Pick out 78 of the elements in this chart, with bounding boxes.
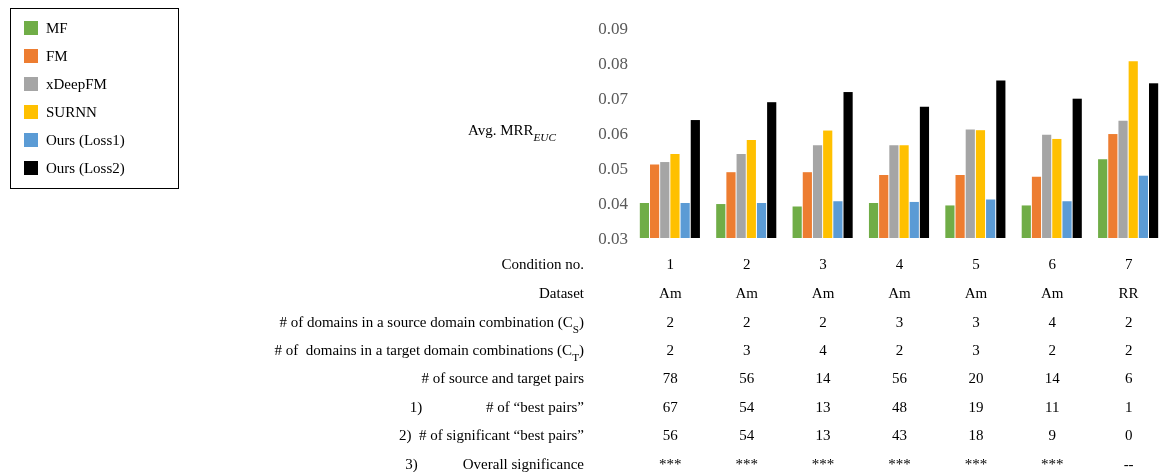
text: 2) # of significant “best pairs” [399,427,584,445]
text: *** [659,455,682,472]
text: 2 [819,313,827,330]
text: 78 [662,370,678,387]
text: 4 [819,342,828,359]
x-tick-label: 4 [895,255,904,272]
text: Am [888,285,912,302]
text: 56 [892,370,908,387]
text: 14 [1044,370,1061,387]
text: Am [811,285,835,302]
x-tick-label: 5 [972,255,980,272]
text: Am [964,285,988,302]
text: 2 [1048,342,1056,359]
text: Am [1041,285,1064,302]
text: 2 [895,342,904,359]
text: 2 [743,313,751,330]
text: 67 [662,398,679,415]
x-tick-label: 7 [1124,255,1133,272]
legend-label: FM [46,48,68,65]
x-tick-label: 6 [1048,255,1057,272]
text: -- [1123,455,1134,472]
text: Dataset [539,285,585,302]
text: 4 [1048,313,1057,330]
y-tick-label: 0.04 [598,193,629,213]
legend-label: xDeepFM [46,76,107,93]
text: 48 [892,398,907,415]
text: *** [1041,455,1064,472]
legend-label: SURNN [46,104,98,121]
text: 1 [1124,398,1133,415]
y-axis-title: Avg. MRR$_{EUC}$ [467,122,557,143]
text: 54 [739,427,755,444]
text: 11 [1045,398,1060,415]
text: 1) # of “best pairs” [409,398,584,416]
x-tick-label: 2 [743,255,751,272]
text: 13 [815,427,831,444]
legend-label: Ours (Loss2) [46,160,125,178]
text: 3 [743,342,751,359]
text: RR [1118,285,1139,302]
text: # of domains in a target domain combinations (C$_{T}$) [274,342,584,364]
text: Am [735,285,759,302]
text: 3 [895,313,904,330]
y-tick-label: 0.07 [598,88,629,108]
text: 43 [892,427,907,444]
text: 9 [1048,427,1056,444]
text: 20 [968,370,984,387]
text: 14 [815,370,832,387]
y-tick-label: 0.08 [598,53,628,73]
text: 56 [739,370,755,387]
y-tick-label: 0.09 [598,18,628,38]
text: # of domains in a source domain combination (C$_{S}$) [279,313,584,335]
text: *** [964,455,988,472]
text: 13 [815,398,831,415]
text: 6 [1124,370,1133,387]
text: 56 [662,427,679,444]
text: 3 [972,342,980,359]
text: *** [811,455,835,472]
text: 2 [1124,313,1133,330]
x-axis-title: Condition no. [501,256,584,273]
text: 2 [1124,342,1133,359]
legend-label: Ours (Loss1) [46,132,125,150]
text: # of source and target pairs [421,370,585,387]
text: 3 [972,313,980,330]
text: Am [659,285,682,302]
text: 3) Overall significance [405,455,585,472]
y-tick-label: 0.03 [598,228,628,248]
text: *** [735,455,758,472]
y-tick-label: 0.05 [598,158,628,178]
text: 18 [968,427,984,444]
text: 2 [666,313,675,330]
x-tick-label: 3 [819,255,827,272]
x-tick-label: 1 [666,255,675,272]
text: 0 [1124,427,1133,444]
legend-label: MF [46,20,68,37]
text: 54 [739,398,755,415]
text: 19 [968,398,984,415]
y-tick-label: 0.06 [598,123,628,143]
text: 2 [666,342,675,359]
text: *** [888,455,911,472]
